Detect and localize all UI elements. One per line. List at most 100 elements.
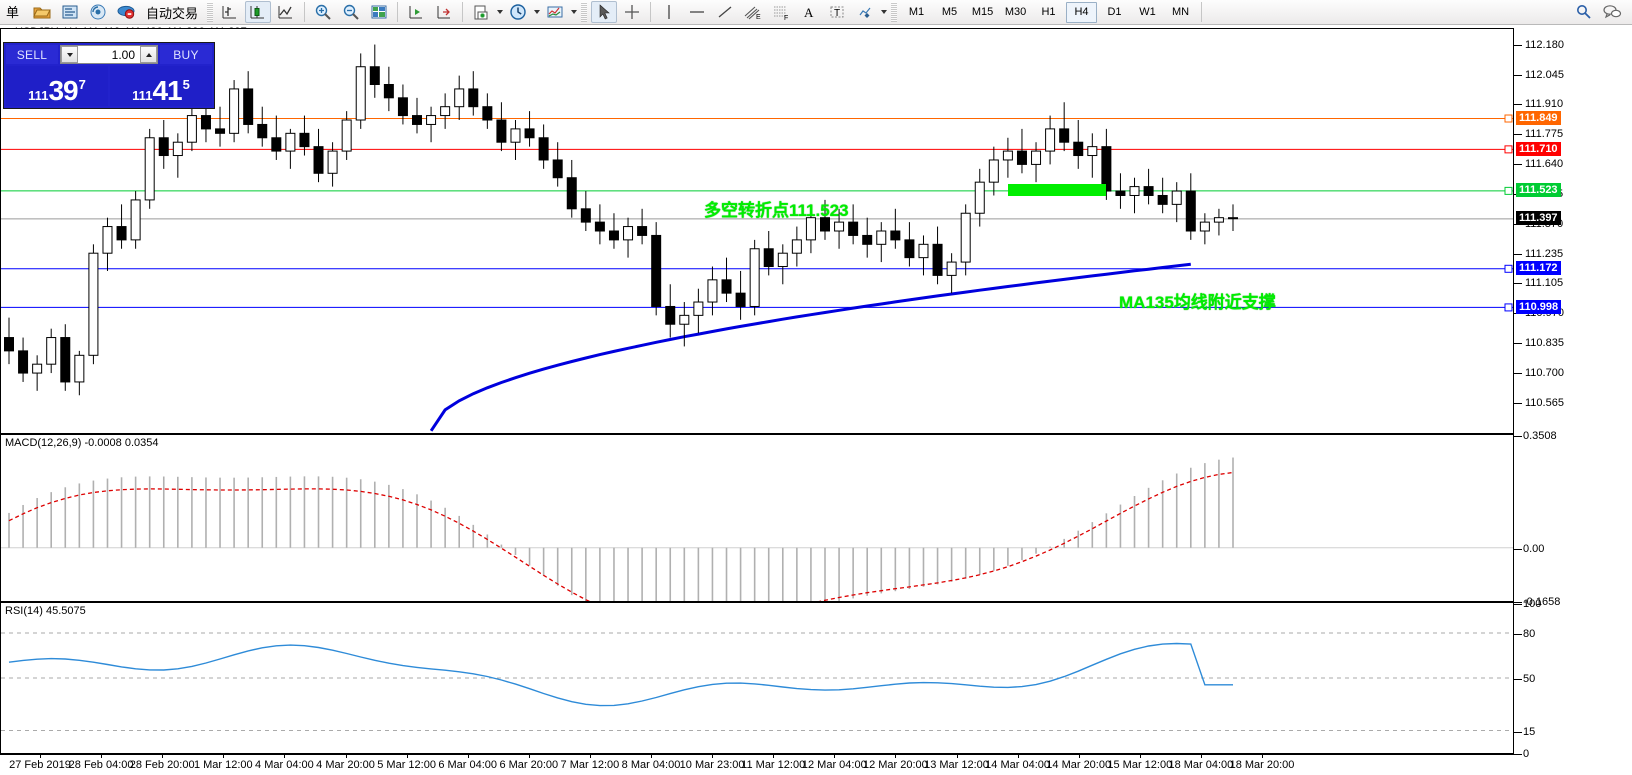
bar-chart-icon[interactable] [217,1,243,23]
rsi-tick [1514,634,1522,635]
time-tick [589,755,591,758]
folder-icon[interactable] [29,1,55,23]
zoom-in-icon[interactable] [310,1,336,23]
time-tick-label: 28 Feb 04:00 [68,759,134,771]
toolbar-separator-5 [1201,2,1203,22]
period-dropdown-arrow[interactable] [532,1,541,23]
price-tick [1514,403,1522,405]
one-click-trading-panel[interactable]: SELL 1.00 BUY 111 39 7 111 41 5 [3,42,215,109]
price-tick-label: 111.235 [1525,248,1564,261]
time-tick-label: 12 Mar 20:00 [862,759,928,771]
chart-shift-icon[interactable] [431,1,457,23]
price-tick-label: 112.180 [1525,38,1564,51]
text-icon[interactable]: T [824,1,850,23]
timeframe-m30[interactable]: M30 [1004,6,1027,18]
timeframe-m1[interactable]: M1 [908,6,925,18]
time-tick-label: 14 Mar 20:00 [1046,759,1112,771]
ma135-support-annotation: MA135均线附近支撑 [1119,293,1276,312]
volume-stepper[interactable]: 1.00 [60,45,158,64]
timeframe-m15[interactable]: M15 [971,6,994,18]
chat-icon[interactable] [1599,1,1625,23]
time-tick-label: 14 Mar 04:00 [985,759,1051,771]
price-tick [1514,343,1522,345]
time-tick-label: 12 Mar 04:00 [801,759,867,771]
indicators-dropdown-arrow[interactable] [569,1,578,23]
price-tick-label: 112.045 [1525,68,1564,81]
timeframe-h4[interactable]: H4 [1066,1,1098,23]
rsi-tick-label: 15 [1523,725,1536,738]
indicators-icon[interactable] [542,1,568,23]
period-icon[interactable] [505,1,531,23]
price-level-label-resistance-orange[interactable]: 111.849 [1516,111,1561,125]
rsi-label: RSI(14) 45.5075 [5,605,86,617]
fibonacci-icon[interactable]: F [768,1,794,23]
auto-scroll-icon[interactable] [403,1,429,23]
price-tick [1514,254,1522,256]
toolbar-grip-2[interactable] [581,2,588,22]
time-tick [528,755,530,758]
sell-price[interactable]: 111 39 7 [6,66,108,106]
text-label-icon[interactable]: A [796,1,822,23]
candlestick-chart-icon[interactable] [245,1,272,23]
price-tick-label: 110.565 [1525,397,1564,410]
buy-button[interactable]: BUY [160,45,212,64]
toolbar-grip-3[interactable] [891,2,898,22]
data-window-icon[interactable] [366,1,392,23]
shapes-icon[interactable] [852,1,878,23]
autotrade-label[interactable]: 自动交易 [146,5,199,21]
toolbar-separator-3 [462,2,464,22]
timeframe-w1[interactable]: W1 [1139,6,1156,18]
sell-price-big: 39 [48,75,78,106]
price-level-label-support-blue-1[interactable]: 111.172 [1516,261,1561,276]
volume-increase-button[interactable] [140,46,157,63]
macd-tick [1514,602,1522,603]
svg-text:E: E [756,14,761,21]
new-chart-dropdown-arrow[interactable] [495,1,504,23]
sell-button[interactable]: SELL [6,45,58,64]
time-tick [467,755,469,758]
trend-line-icon[interactable] [712,1,738,23]
horizontal-line-icon[interactable] [684,1,710,23]
price-tick [1514,373,1522,375]
price-level-label-last-price[interactable]: 111.397 [1516,211,1561,226]
crosshair-icon[interactable] [619,1,645,23]
autotrade-icon[interactable] [113,1,139,23]
rsi-indicator-pane[interactable]: RSI(14) 45.5075 [0,602,1514,754]
price-tick-label: 110.835 [1525,337,1564,350]
timeframe-h1[interactable]: H1 [1041,6,1056,18]
timeframe-d1[interactable]: D1 [1107,6,1122,18]
price-level-label-resistance-red[interactable]: 111.710 [1516,141,1561,156]
sell-price-lead: 111 [28,88,49,103]
line-chart-icon[interactable] [273,1,299,23]
timeframe-m5[interactable]: M5 [941,6,958,18]
news-icon[interactable] [57,1,83,23]
cursor-icon[interactable] [591,1,618,23]
price-chart-pane[interactable]: 多空转折点111.523 MA135均线附近支撑 [0,28,1514,434]
volume-value[interactable]: 1.00 [111,48,135,62]
zoom-out-icon[interactable] [338,1,364,23]
timeframe-mn[interactable]: MN [1171,6,1190,18]
time-tick-label: 27 Feb 2019 [9,759,71,771]
new-chart-icon[interactable] [468,1,494,23]
main-toolbar: 单 自动交易 [0,0,1632,25]
time-axis[interactable]: 27 Feb 2019 28 Feb 04:00 28 Feb 20:00 1 Mar… [0,754,1514,775]
time-tick-label: 1 Mar 12:00 [193,759,253,771]
price-tick [1514,44,1522,46]
order-list-icon[interactable]: 单 [1,1,27,23]
price-level-label-pivot-green[interactable]: 111.523 [1516,183,1561,198]
signals-icon[interactable] [85,1,111,23]
price-scale[interactable]: 112.180 112.045 111.910 111.775 111.640 111.5… [1513,28,1632,760]
time-tick [834,755,836,758]
toolbar-grip[interactable] [207,2,214,22]
volume-decrease-button[interactable] [61,46,78,63]
shapes-dropdown-arrow[interactable] [879,1,888,23]
buy-price[interactable]: 111 41 5 [110,66,212,106]
equidistant-channel-icon[interactable]: E [740,1,766,23]
macd-indicator-pane[interactable]: MACD(12,26,9) -0.0008 0.0354 [0,434,1514,602]
rsi-tick [1514,731,1522,733]
vertical-line-icon[interactable] [656,1,682,23]
macd-label: MACD(12,26,9) -0.0008 0.0354 [5,437,159,449]
search-icon[interactable] [1571,1,1597,23]
price-level-label-support-blue-2[interactable]: 110.998 [1516,299,1562,314]
time-tick-label: 7 Mar 12:00 [560,759,620,771]
